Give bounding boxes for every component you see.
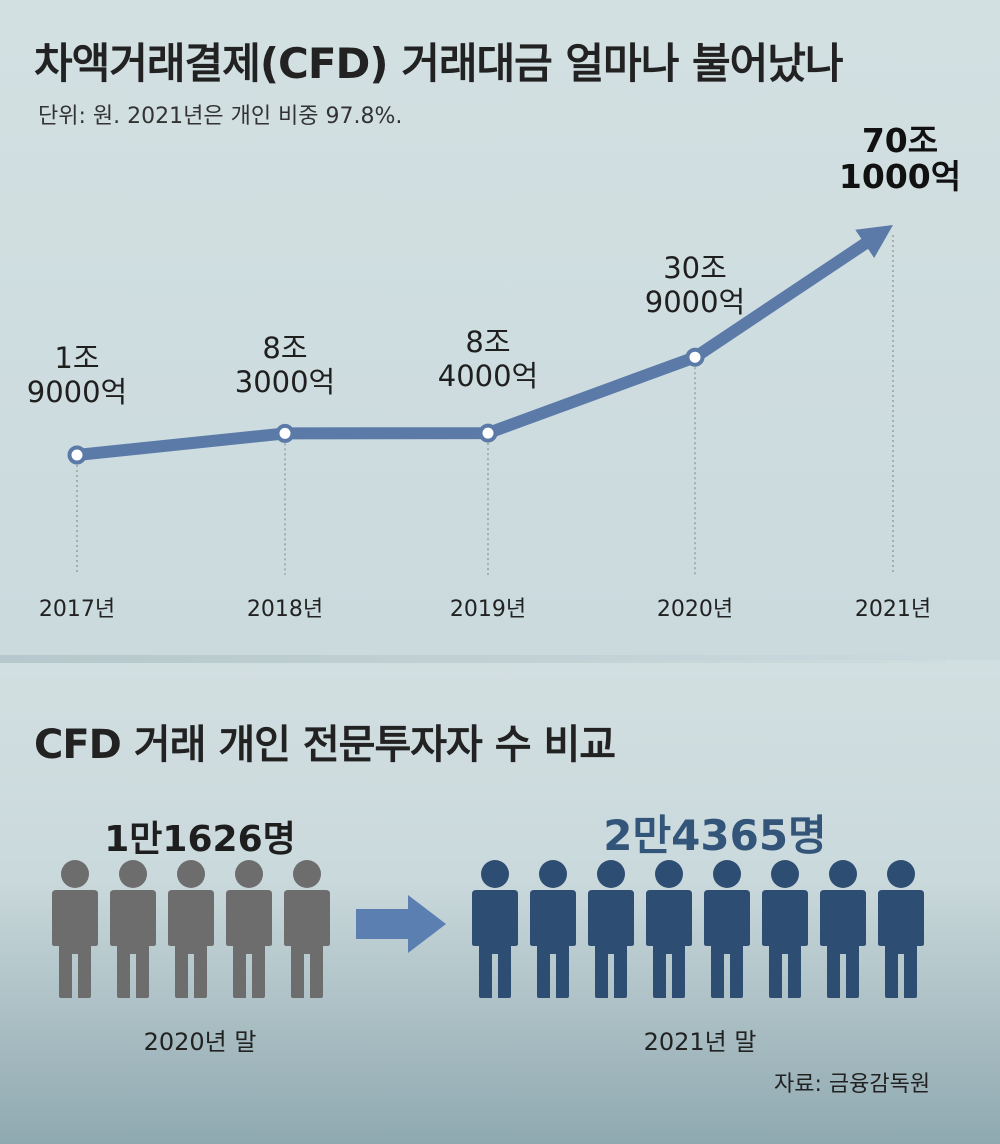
data-label-2-0: 8조 [465,325,510,359]
person-icon [704,860,750,998]
period-2021: 2021년 말 [643,1028,757,1056]
data-label-3-1: 9000억 [645,285,745,319]
period-2020: 2020년 말 [143,1028,257,1056]
x-tick-2: 2019년 [450,597,526,622]
count-2021: 2만4365명 [603,811,827,860]
people-group-2020 [46,860,336,1000]
person-icon [226,860,272,998]
data-label-4-1: 1000억 [839,157,961,196]
data-point-2 [478,423,498,443]
section-divider [0,655,946,663]
chart-background [0,0,1000,660]
data-label-0-0: 1조 [54,341,99,375]
data-label-3-0: 30조 [663,251,727,285]
person-icon [530,860,576,998]
data-label-4-0: 70조 [862,121,938,160]
data-label-2-1: 4000억 [438,359,538,393]
person-icon [820,860,866,998]
people-group-2021 [466,860,930,1000]
chart-subtitle: 단위: 원. 2021년은 개인 비중 97.8%. [38,104,403,129]
count-2020: 1만1626명 [104,819,296,860]
data-point-1 [275,423,295,443]
person-icon [472,860,518,998]
data-label-0-1: 9000억 [27,375,127,409]
person-icon [646,860,692,998]
person-icon [284,860,330,998]
person-icon [588,860,634,998]
x-axis-ticks: 2017년 2018년 2019년 2020년 2021년 [39,597,931,622]
data-label-1-1: 3000억 [235,365,335,399]
arrow-right-icon [356,895,446,953]
vertical-guides [76,235,894,575]
person-icon [762,860,808,998]
person-icon [168,860,214,998]
x-tick-0: 2017년 [39,597,115,622]
source-note: 자료: 금융감독원 [774,1072,931,1097]
data-point-3 [685,347,705,367]
line-arrow-head [855,225,893,259]
x-tick-4: 2021년 [855,597,931,622]
x-tick-1: 2018년 [247,597,323,622]
comparison-title: CFD 거래 개인 전문투자자 수 비교 [34,722,616,768]
data-label-1-0: 8조 [262,331,307,365]
person-icon [110,860,156,998]
chart-title: 차액거래결제(CFD) 거래대금 얼마나 불어났나 [34,39,844,88]
data-points [67,347,705,465]
person-icon [52,860,98,998]
person-icon [878,860,924,998]
x-tick-3: 2020년 [657,597,733,622]
data-point-0 [67,445,87,465]
